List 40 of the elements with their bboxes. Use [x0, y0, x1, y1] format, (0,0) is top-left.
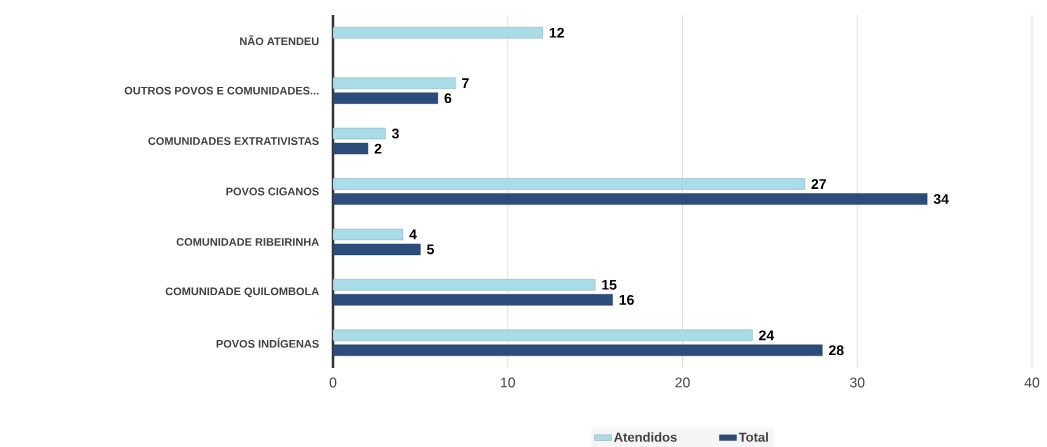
data-label: 5 — [427, 244, 434, 255]
bar — [332, 127, 386, 140]
y-tick-label: NÃO ATENDEU — [240, 35, 319, 46]
x-tick-label: 30 — [850, 377, 865, 388]
x-tick-label: 40 — [1024, 377, 1040, 388]
bar — [332, 344, 823, 356]
data-label: 24 — [759, 330, 775, 341]
y-tick-label: OUTROS POVOS E COMUNIDADES... — [124, 86, 319, 95]
x-tick-label: 20 — [675, 377, 690, 388]
data-label: 16 — [619, 294, 634, 305]
data-label: 34 — [933, 193, 949, 204]
x-tick-label: 10 — [501, 377, 515, 388]
bar — [332, 77, 456, 89]
data-label: 6 — [444, 93, 452, 104]
data-label: 27 — [811, 179, 826, 189]
bar — [332, 294, 613, 306]
y-tick-label: POVOS CIGANOS — [226, 187, 319, 196]
data-label: 28 — [828, 345, 844, 356]
legend-label: Total — [738, 432, 768, 442]
bar — [332, 178, 806, 190]
y-tick-label: POVOS INDÍGENAS — [216, 337, 319, 348]
data-label: 12 — [549, 27, 564, 38]
bar — [332, 142, 369, 155]
bar — [332, 329, 753, 341]
y-tick-label: COMUNIDADE RIBEIRINHA — [176, 237, 319, 246]
y-tick-label: COMUNIDADES EXTRATIVISTAS — [148, 137, 319, 145]
y-tick-label: COMUNIDADE QUILOMBOLA — [165, 287, 319, 298]
bar — [332, 279, 596, 291]
bar — [332, 228, 404, 241]
data-label: 2 — [374, 143, 382, 154]
bar — [332, 92, 439, 104]
bar — [332, 26, 543, 39]
bar — [332, 243, 421, 256]
data-label: 7 — [462, 78, 469, 88]
x-tick-label: 0 — [329, 377, 337, 388]
data-label: 15 — [602, 279, 617, 290]
data-label: 4 — [409, 229, 417, 240]
legend-label: Atendidos — [614, 432, 677, 442]
data-label: 3 — [391, 128, 399, 139]
bar — [332, 193, 928, 205]
